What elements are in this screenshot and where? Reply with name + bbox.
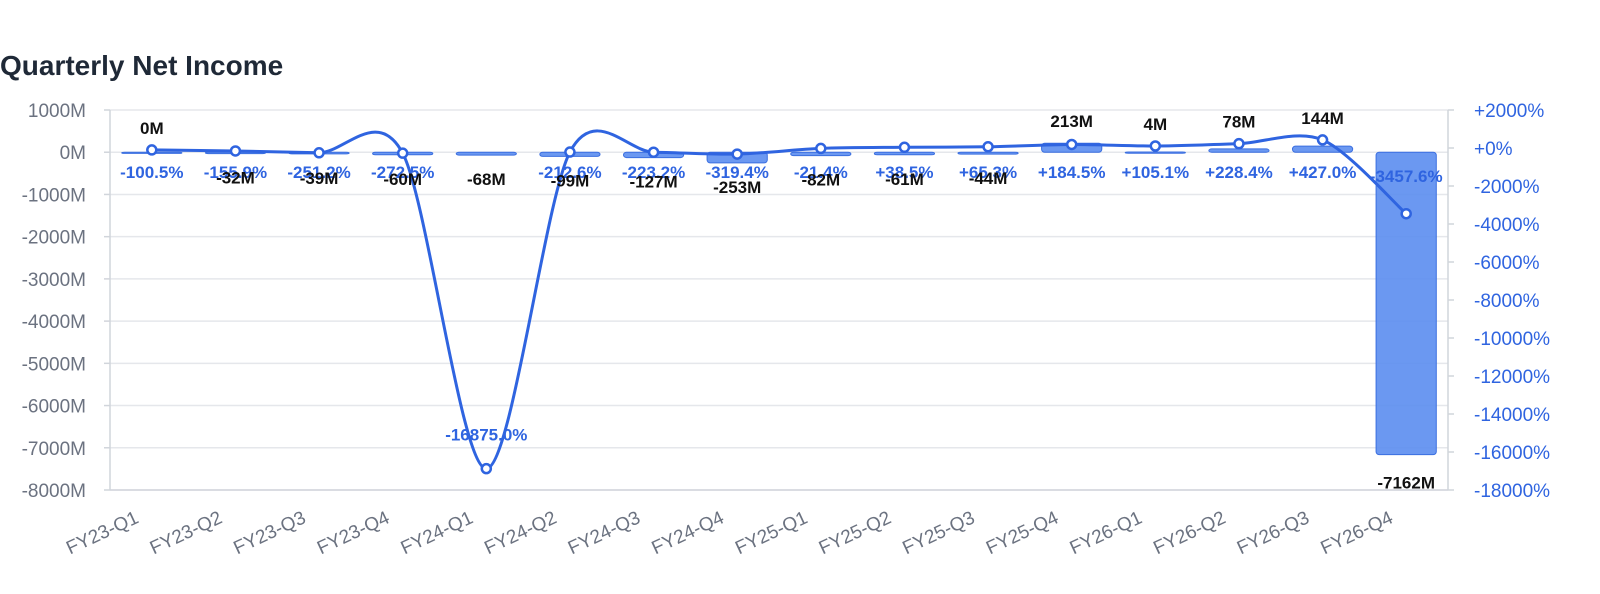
pct-label: +65.3% <box>959 163 1017 182</box>
line-point <box>1400 207 1412 220</box>
x-tick-label: FY24-Q2 <box>481 507 560 559</box>
line-point <box>564 146 576 158</box>
x-tick-label: FY25-Q3 <box>899 507 978 559</box>
bar-value-label: 144M <box>1301 109 1344 128</box>
line-point <box>313 147 325 159</box>
line-point <box>396 147 409 159</box>
chart-title: Quarterly Net Income <box>0 50 284 81</box>
x-tick-label: FY23-Q1 <box>63 507 142 559</box>
line-point <box>229 145 242 157</box>
right-tick-label: -18000% <box>1474 481 1550 502</box>
left-tick-label: -8000M <box>22 481 86 502</box>
bar-value-label: 0M <box>140 119 164 138</box>
right-tick-label: -8000% <box>1474 291 1540 312</box>
pct-label: +105.1% <box>1122 163 1190 182</box>
bar-value-label: -253M <box>713 178 761 197</box>
bar-value-label: 4M <box>1144 115 1168 134</box>
line-point <box>982 141 994 153</box>
pct-label: +184.5% <box>1038 163 1106 182</box>
x-tick-label: FY26-Q1 <box>1067 507 1146 559</box>
line-point <box>731 148 743 160</box>
line-point <box>1065 138 1078 151</box>
x-tick-label: FY26-Q2 <box>1150 507 1229 559</box>
pct-label: -251.2% <box>287 163 350 182</box>
right-tick-label: -14000% <box>1474 405 1550 426</box>
bar-value-label: -39M <box>300 169 339 188</box>
right-tick-label: -16000% <box>1474 443 1550 464</box>
line-point <box>1149 140 1162 152</box>
line-point <box>815 142 827 155</box>
line-point <box>1316 134 1329 146</box>
x-tick-label: FY25-Q1 <box>732 507 811 559</box>
x-tick-label: FY23-Q3 <box>230 507 309 559</box>
left-tick-label: -2000M <box>22 228 86 249</box>
pct-label: +228.4% <box>1205 163 1273 182</box>
x-tick-label: FY24-Q1 <box>398 507 477 559</box>
left-tick-label: -7000M <box>22 439 86 460</box>
pct-label: -3457.6% <box>1370 167 1443 186</box>
bar-value-label: -127M <box>629 173 677 192</box>
bar-value-label: -60M <box>383 170 422 189</box>
left-tick-label: -6000M <box>22 397 86 418</box>
bar-value-label: -68M <box>467 170 506 189</box>
line-point <box>898 141 911 154</box>
left-tick-label: -3000M <box>22 270 86 291</box>
right-tick-label: +2000% <box>1474 101 1544 122</box>
bar-value-label: -99M <box>551 171 590 190</box>
pct-label: -155.9% <box>204 163 267 182</box>
left-tick-label: 1000M <box>28 101 86 122</box>
bar <box>1208 148 1270 153</box>
line-point <box>1233 137 1245 150</box>
left-tick-label: -1000M <box>22 185 86 206</box>
bar-value-label: -44M <box>969 169 1008 188</box>
left-tick-label: -5000M <box>22 354 86 375</box>
bar-value-label: -32M <box>216 169 255 188</box>
bar-value-label: 213M <box>1050 112 1093 131</box>
pct-label: -212.6% <box>538 163 601 182</box>
right-tick-label: -6000% <box>1474 253 1540 274</box>
pct-label: +427.0% <box>1289 163 1357 182</box>
pct-label: -223.2% <box>622 163 685 182</box>
right-tick-label: -10000% <box>1474 329 1550 350</box>
x-tick-label: FY25-Q4 <box>983 507 1062 559</box>
line-point <box>146 144 158 156</box>
bar <box>1375 151 1437 456</box>
x-tick-label: FY26-Q3 <box>1234 507 1313 559</box>
right-tick-label: -12000% <box>1474 367 1550 388</box>
bar-value-label: 78M <box>1222 113 1255 132</box>
x-tick-label: FY23-Q2 <box>147 507 226 559</box>
pct-label: -16875.0% <box>445 426 527 445</box>
line-point <box>647 146 660 158</box>
bar <box>455 151 517 156</box>
right-tick-label: -2000% <box>1474 177 1540 198</box>
right-tick-label: +0% <box>1474 139 1513 160</box>
pct-label: -272.5% <box>371 163 434 182</box>
bar-value-label: -7162M <box>1377 474 1435 493</box>
bar-value-label: -82M <box>801 171 840 190</box>
left-tick-label: -4000M <box>22 312 86 333</box>
pct-change-line <box>151 129 1408 471</box>
x-tick-label: FY24-Q4 <box>649 507 728 559</box>
x-tick-label: FY23-Q4 <box>314 507 393 559</box>
left-tick-label: 0M <box>60 143 86 164</box>
bar <box>1124 151 1186 154</box>
x-tick-label: FY26-Q4 <box>1318 507 1397 559</box>
bar-value-label: -61M <box>885 170 924 189</box>
right-tick-label: -4000% <box>1474 215 1540 236</box>
pct-label: -100.5% <box>120 163 183 182</box>
x-tick-label: FY24-Q3 <box>565 507 644 559</box>
pct-label: +38.5% <box>875 163 933 182</box>
pct-label: -21.4% <box>794 163 848 182</box>
pct-label: -319.4% <box>706 163 769 182</box>
bar <box>1291 145 1354 153</box>
line-point <box>480 462 493 475</box>
x-tick-label: FY25-Q2 <box>816 507 895 559</box>
